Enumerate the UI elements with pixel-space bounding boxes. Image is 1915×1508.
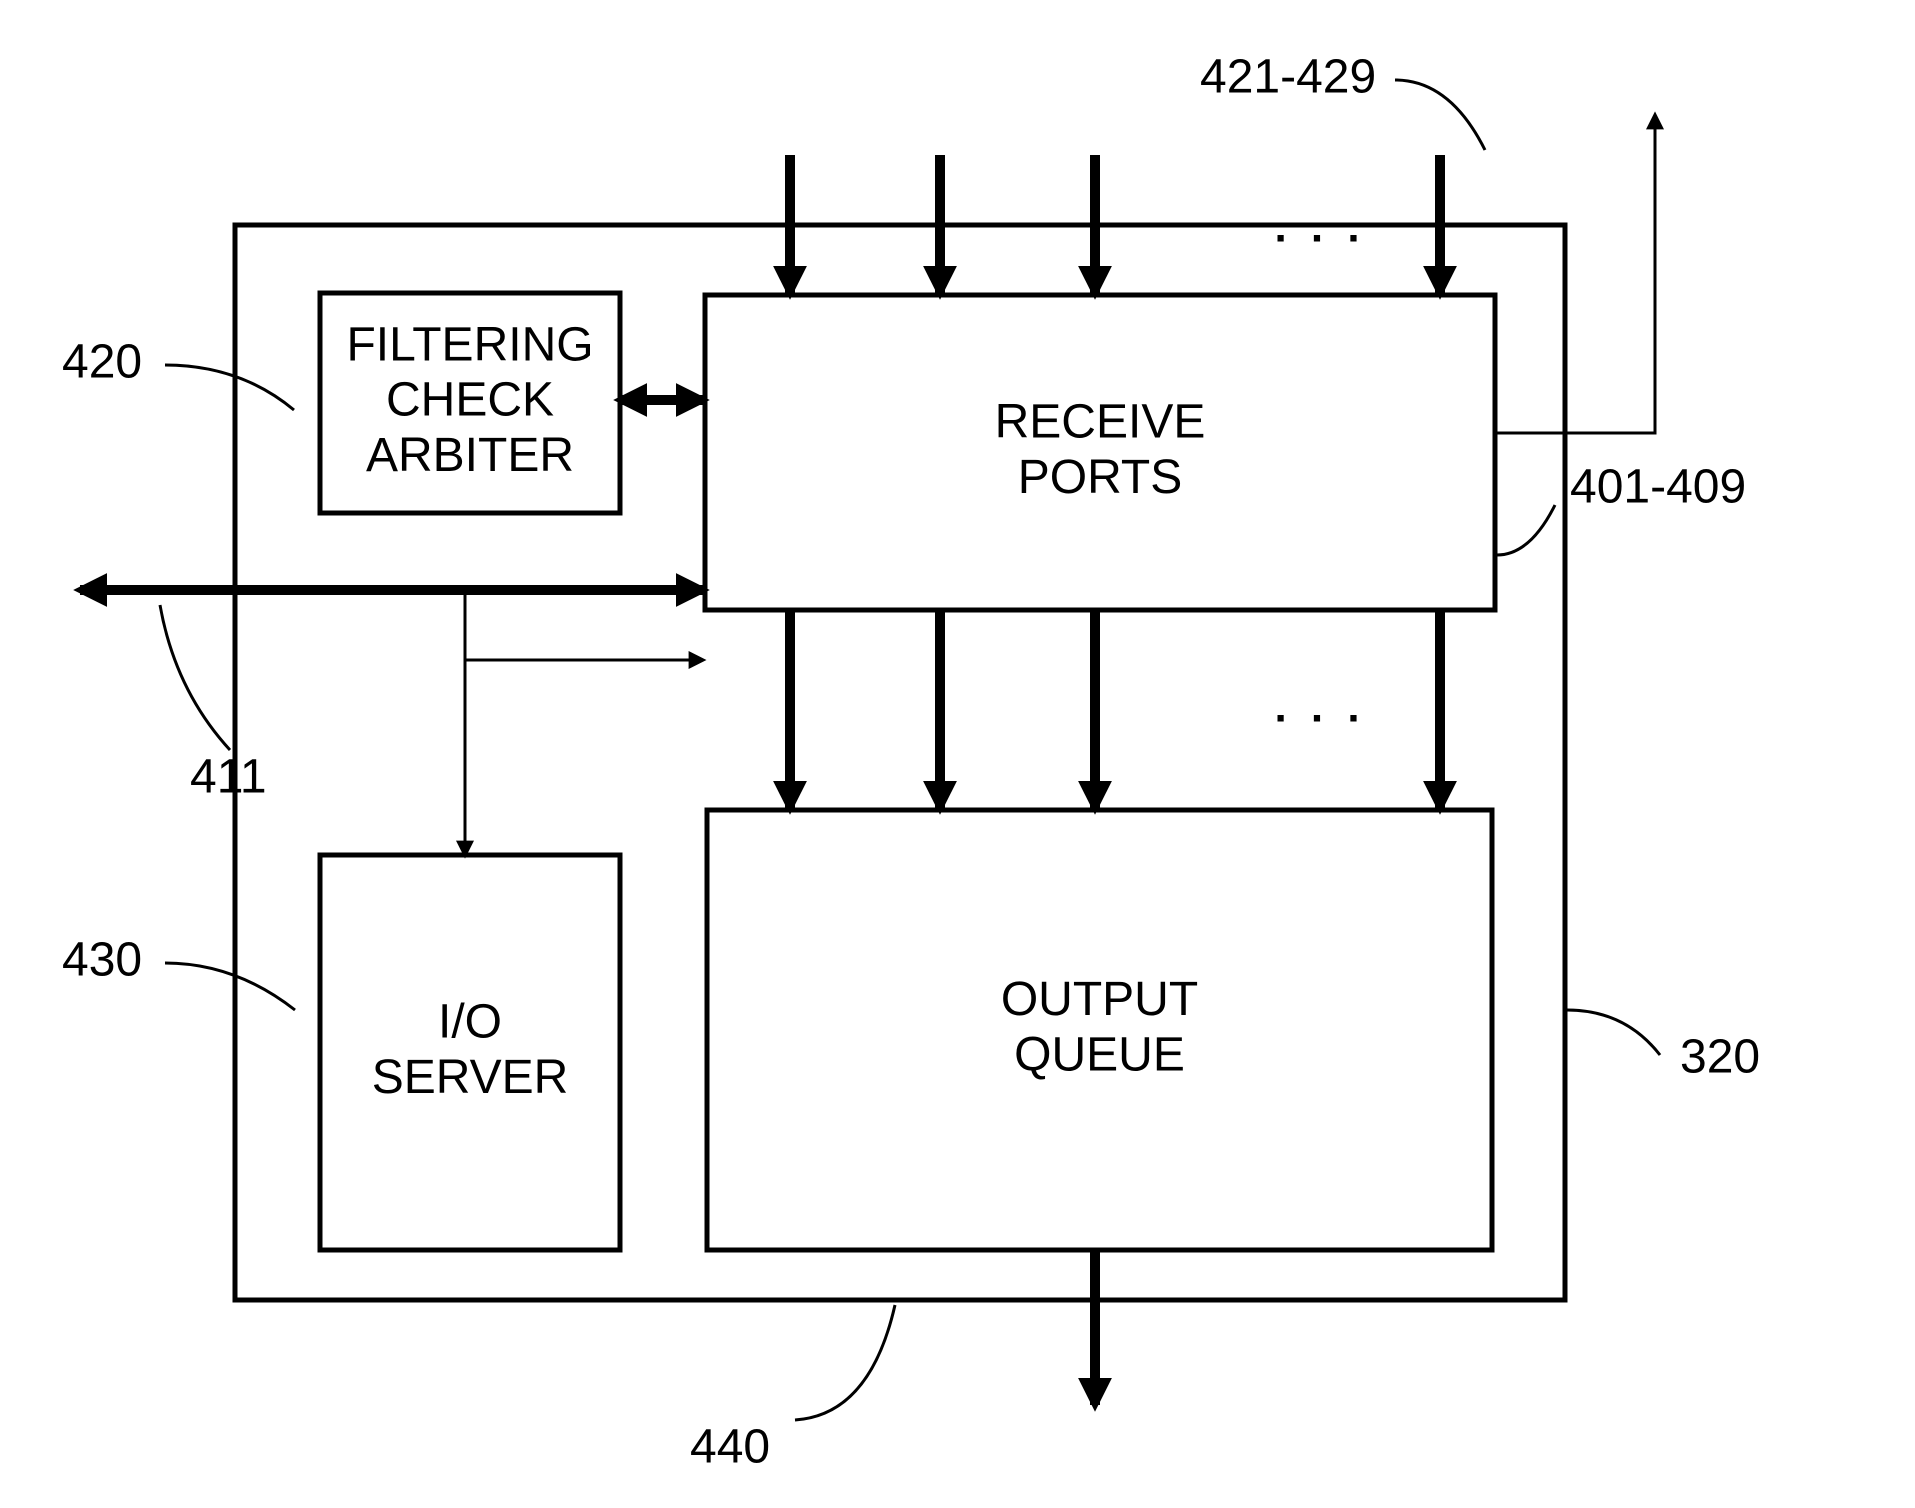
callout-leader [165, 365, 294, 410]
callout-label: 401-409 [1570, 461, 1746, 514]
callout-label: 411 [190, 751, 267, 804]
callout-label: 430 [62, 934, 142, 987]
ellipsis: . . . [1274, 203, 1365, 252]
callout-label: 440 [690, 1421, 770, 1474]
io_server-label: I/O [438, 996, 502, 1049]
callout-leader [1395, 80, 1485, 150]
arbiter-label: ARBITER [366, 429, 574, 482]
output_queue-label: OUTPUT [1001, 973, 1198, 1026]
callout-label: 320 [1680, 1031, 1760, 1084]
callout-leader [160, 605, 230, 750]
io_server-label: SERVER [372, 1051, 569, 1104]
callout-leader [1497, 505, 1555, 555]
callout-leader [795, 1305, 895, 1420]
receive_ports-label: RECEIVE [995, 396, 1206, 449]
output_queue-label: QUEUE [1014, 1028, 1185, 1081]
callout-leader [1567, 1010, 1660, 1055]
arbiter-label: CHECK [386, 374, 554, 427]
callout-leader [165, 963, 295, 1010]
thin-arrow [1497, 115, 1655, 433]
arbiter-label: FILTERING [346, 318, 593, 371]
callout-label: 421-429 [1200, 51, 1376, 104]
receive_ports-label: PORTS [1018, 451, 1182, 504]
callout-label: 420 [62, 336, 142, 389]
ellipsis: . . . [1274, 683, 1365, 732]
